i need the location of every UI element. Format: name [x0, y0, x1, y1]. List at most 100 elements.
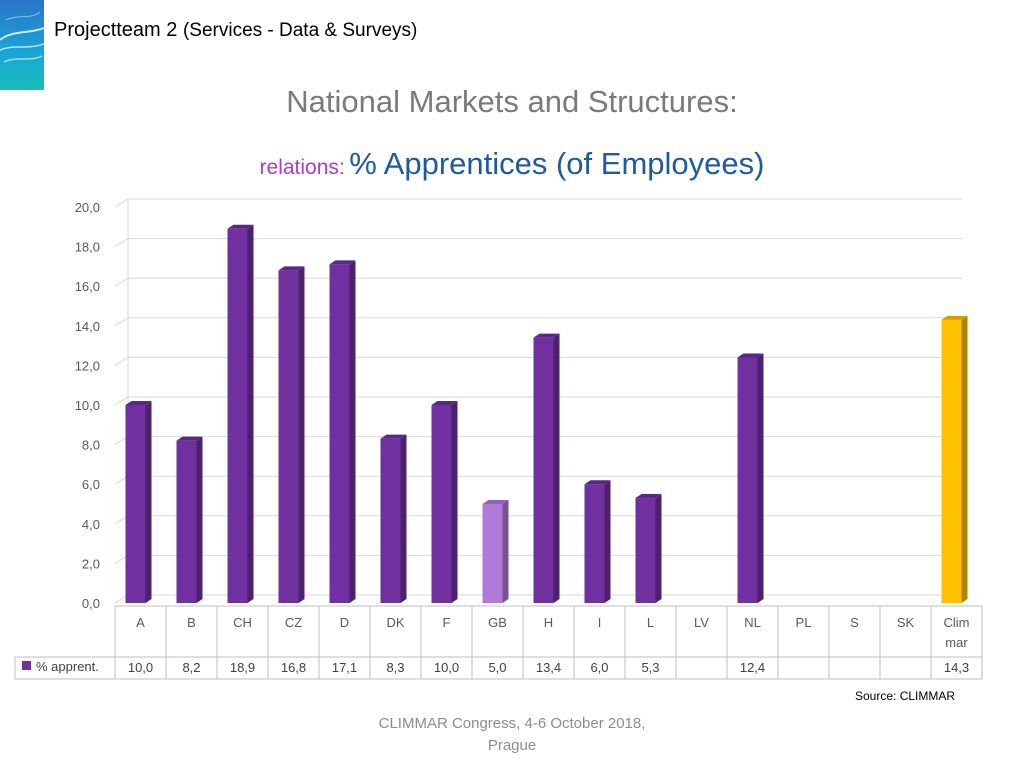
bar-side [451, 401, 458, 603]
data-label: 5,0 [488, 660, 506, 675]
y-tick-label: 2,0 [82, 556, 100, 571]
bar [227, 228, 248, 603]
gridline-depth [114, 198, 129, 208]
x-tick-label: L [647, 615, 654, 630]
bar-top [125, 401, 152, 405]
bar-side [247, 224, 254, 603]
data-label: 18,9 [230, 660, 255, 675]
bar [737, 357, 758, 603]
bar [278, 270, 299, 603]
bar-side [349, 260, 356, 603]
y-tick-label: 10,0 [75, 398, 100, 413]
x-tick-label: SK [897, 615, 915, 630]
gridline-depth [114, 356, 129, 366]
chart-subtitle-prefix: relations: [259, 156, 345, 179]
bar-side [655, 494, 662, 603]
y-tick-label: 16,0 [75, 279, 100, 294]
data-label: 5,3 [641, 660, 659, 675]
x-tick-label: LV [694, 615, 709, 630]
legend-label: % apprent. [36, 659, 99, 674]
y-tick-label: 20,0 [75, 200, 100, 215]
data-label: 13,4 [536, 660, 561, 675]
data-label: 17,1 [332, 660, 357, 675]
data-label: 8,2 [182, 660, 200, 675]
bar-top [278, 266, 305, 271]
x-tick-label: D [340, 615, 349, 630]
bar-top [584, 480, 611, 485]
bar-top [737, 353, 764, 358]
source-note: Source: CLIMMAR [855, 689, 956, 703]
x-tick-label: A [136, 615, 145, 630]
bar [482, 504, 503, 603]
bar-side [553, 333, 560, 603]
bar [176, 440, 197, 603]
y-tick-label: 4,0 [82, 517, 100, 532]
x-tick-label: DK [386, 615, 404, 630]
bar [941, 319, 962, 603]
data-label: 8,3 [386, 660, 404, 675]
y-tick-label: 18,0 [75, 240, 100, 255]
data-label: 10,0 [434, 660, 459, 675]
gridline-depth [114, 277, 129, 287]
bar-side [757, 353, 764, 603]
data-label: 16,8 [281, 660, 306, 675]
x-tick-label: CH [233, 615, 252, 630]
bar-side [298, 266, 305, 603]
slide-header: Projectteam 2 (Services - Data & Surveys… [54, 19, 417, 42]
bar-top [482, 500, 509, 504]
legend-key [22, 661, 31, 670]
bar-side [604, 480, 611, 603]
data-label: 14,3 [944, 660, 969, 675]
chart-subtitle-main: % Apprentices (of Employees) [349, 146, 765, 181]
slide-footer: CLIMMAR Congress, 4-6 October 2018, Prag… [352, 713, 672, 757]
bar-side [502, 500, 509, 603]
bar-top [176, 436, 203, 441]
x-tick-label: S [850, 615, 859, 630]
bar-top [380, 434, 407, 439]
bar-top [635, 494, 662, 499]
footer-line-1: CLIMMAR Congress, 4-6 October 2018, [378, 715, 646, 732]
footer-line-2: Prague [487, 737, 537, 754]
x-tick-label: PL [796, 615, 812, 630]
y-tick-label: 12,0 [75, 358, 100, 373]
x-tick-label: I [598, 615, 602, 630]
x-tick-label: CZ [285, 615, 302, 630]
x-tick-label: B [187, 615, 196, 630]
y-tick-label: 0,0 [82, 596, 100, 611]
y-tick-label: 6,0 [82, 477, 100, 492]
gridline-depth [114, 238, 129, 248]
data-label: 12,4 [740, 660, 765, 675]
bar [125, 405, 146, 603]
bar [584, 484, 605, 603]
bar [380, 438, 401, 603]
bar [533, 337, 554, 603]
bar-side [145, 401, 152, 603]
header-subtitle: (Services - Data & Surveys) [182, 20, 418, 41]
data-label: 10,0 [128, 660, 153, 675]
bar [329, 264, 350, 603]
x-tick-label: mar [945, 635, 968, 650]
bar [431, 405, 452, 603]
x-tick-label: F [443, 615, 451, 630]
bar-top [941, 315, 968, 320]
chart-subtitle: relations: % Apprentices (of Employees) [0, 146, 1024, 182]
bar-side [196, 436, 203, 603]
y-tick-label: 8,0 [82, 438, 100, 453]
climmar-logo-icon [0, 0, 44, 90]
bar-top [533, 333, 560, 338]
y-tick-label: 14,0 [75, 319, 100, 334]
chart-title: National Markets and Structures: [286, 84, 738, 119]
gridline-depth [114, 396, 129, 406]
bar-side [400, 434, 407, 603]
bar-top [431, 401, 458, 405]
gridline-depth [114, 317, 129, 327]
bar [635, 498, 656, 603]
x-tick-label: NL [744, 615, 761, 630]
x-tick-label: Clim [944, 615, 970, 630]
data-label: 6,0 [590, 660, 608, 675]
header-title: Projectteam 2 [54, 19, 178, 41]
x-tick-label: GB [488, 615, 507, 630]
x-tick-label: H [544, 615, 553, 630]
bar-top [227, 224, 254, 229]
